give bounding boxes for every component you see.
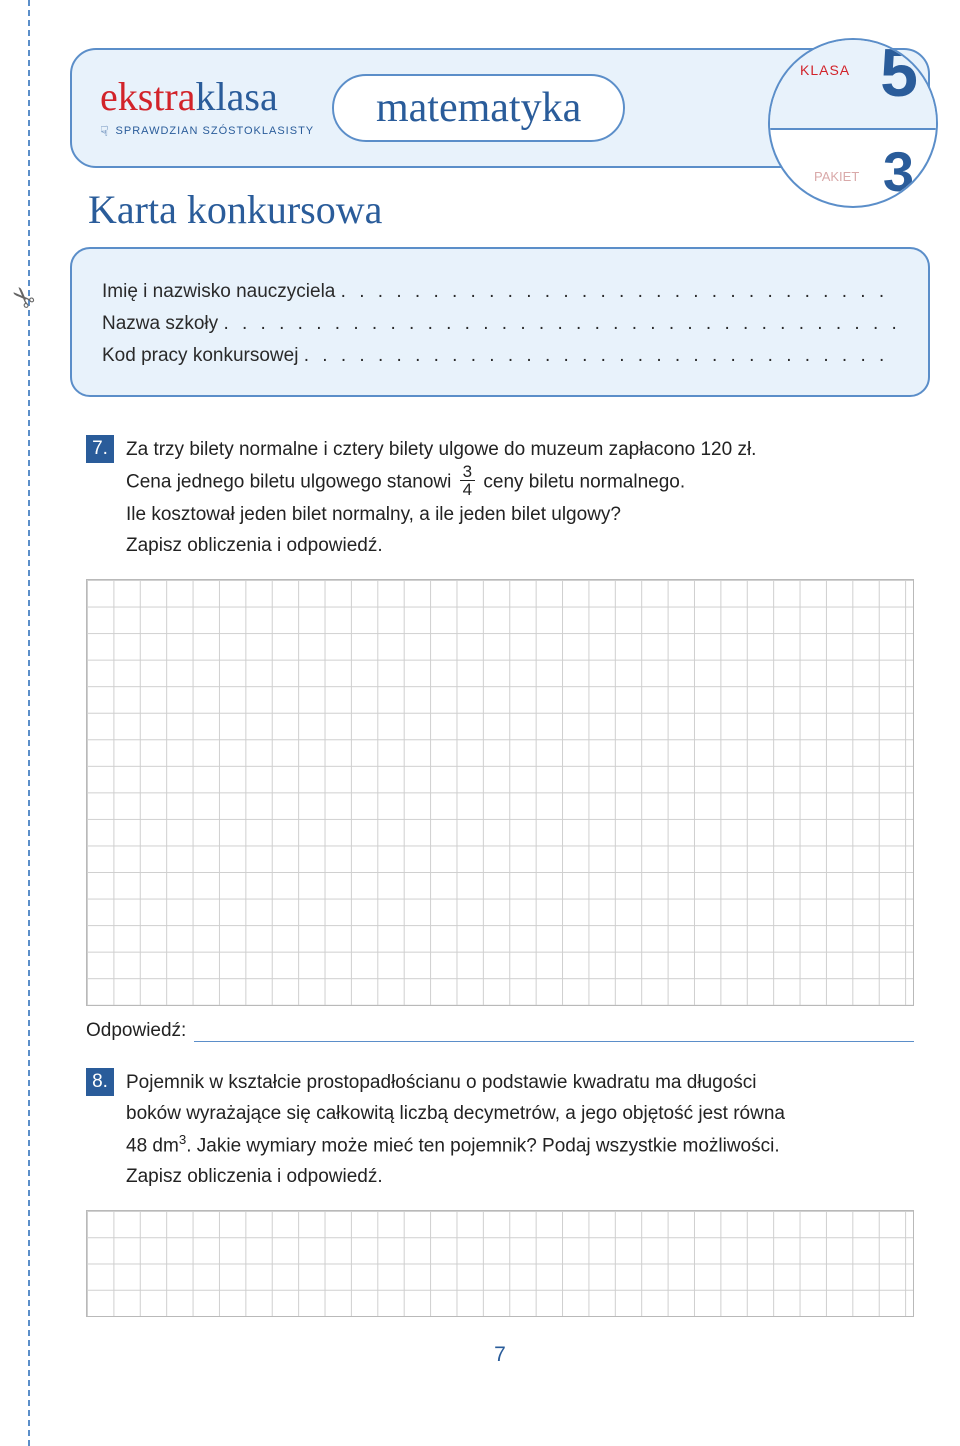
q8-line3b: . Jakie wymiary może mieć ten pojemnik? … [186,1135,779,1156]
q7-line3: Ile kosztował jeden bilet normalny, a il… [126,504,621,525]
logo-main: ekstraklasa [100,77,332,117]
pakiet-num: 3 [883,139,914,204]
form-label-teacher: Imię i nazwisko nauczyciela [102,281,335,302]
card-title: Karta konkursowa [88,186,930,233]
form-label-school: Nazwa szkoły [102,313,218,334]
badge-top: KLASA 5 [770,40,936,130]
q8-line2: boków wyrażające się całkowitą liczbą de… [126,1103,785,1124]
q8-line4: Zapisz obliczenia i odpowiedź. [126,1166,383,1187]
question-8-text: Pojemnik w kształcie prostopadłościanu o… [122,1068,785,1192]
badge-block: KLASA 5 PAKIET 3 [748,48,928,168]
header-card: ekstraklasa ☟ SPRAWDZIAN SZÓSTOKLASISTY … [70,48,930,168]
page-number: 7 [70,1343,930,1367]
question-7-text: Za trzy bilety normalne i cztery bilety … [122,435,756,561]
cut-line [28,0,30,1446]
logo-subtitle-row: ☟ SPRAWDZIAN SZÓSTOKLASISTY [100,123,332,140]
question-8: 8. Pojemnik w kształcie prostopadłościan… [86,1068,914,1317]
fraction-icon: 3 4 [460,463,475,498]
q7-line4: Zapisz obliczenia i odpowiedź. [126,535,383,556]
grid-pattern [87,580,913,1005]
logo-block: ekstraklasa ☟ SPRAWDZIAN SZÓSTOKLASISTY [72,77,332,140]
form-row-school: Nazwa szkoły . . . . . . . . . . . . . .… [102,313,898,335]
dots: . . . . . . . . . . . . . . . . . . . . … [223,313,898,334]
page-content: ekstraklasa ☟ SPRAWDZIAN SZÓSTOKLASISTY … [70,0,930,1367]
logo-part2: klasa [196,74,278,119]
frac-bot: 4 [460,481,475,498]
pakiet-label: PAKIET [814,169,859,184]
answer-row-7: Odpowiedź: [86,1020,914,1042]
logo-part1: ekstra [100,74,196,119]
klasa-num: 5 [880,38,918,112]
grid-pattern [87,1211,913,1316]
subject-block: matematyka [332,74,748,142]
q7-line1: Za trzy bilety normalne i cztery bilety … [126,439,756,460]
dots: . . . . . . . . . . . . . . . . . . . . … [304,345,898,366]
form-label-code: Kod pracy konkursowej [102,345,298,366]
klasa-label: KLASA [800,62,850,78]
question-number-7: 7. [86,435,114,463]
badge-circle: KLASA 5 PAKIET 3 [768,38,938,208]
q7-line2b: ceny biletu normalnego. [483,472,685,493]
q8-line1: Pojemnik w kształcie prostopadłościanu o… [126,1072,757,1093]
question-7: 7. Za trzy bilety normalne i cztery bile… [86,435,914,1042]
dots: . . . . . . . . . . . . . . . . . . . . … [341,281,898,302]
frac-top: 3 [460,463,475,481]
form-row-code: Kod pracy konkursowej . . . . . . . . . … [102,345,898,367]
answer-label: Odpowiedź: [86,1020,186,1042]
form-card: Imię i nazwisko nauczyciela . . . . . . … [70,247,930,397]
logo-subtitle: SPRAWDZIAN SZÓSTOKLASISTY [116,125,315,137]
work-grid-7 [86,579,914,1006]
pointer-icon: ☟ [100,123,110,140]
subject-bubble: matematyka [332,74,625,142]
q7-line2a: Cena jednego biletu ulgowego stanowi [126,472,451,493]
question-number-8: 8. [86,1068,114,1096]
form-row-teacher: Imię i nazwisko nauczyciela . . . . . . … [102,281,898,303]
work-grid-8 [86,1210,914,1317]
scissors-icon: ✂ [4,277,44,317]
answer-line [194,1041,914,1042]
q8-line3a: 48 dm [126,1135,179,1156]
